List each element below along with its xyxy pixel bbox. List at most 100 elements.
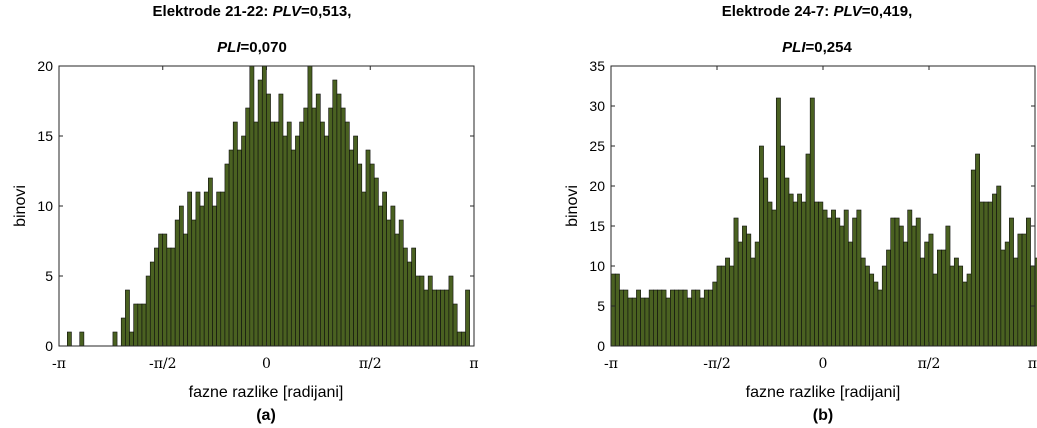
y-tick-label: 5 [597,298,605,314]
histogram-bar [703,289,709,347]
histogram-bar [307,65,313,347]
histogram-bar [253,121,259,347]
histogram-bar [932,273,938,347]
histogram-bar [1017,233,1023,347]
histogram-bar [340,107,346,347]
histogram-bar [881,265,887,347]
histogram-bar [720,265,726,347]
histogram-bar [788,193,794,347]
histogram-bar [657,289,663,347]
histogram-bar [775,97,781,347]
histogram-bar [670,289,675,347]
y-tick-label: 15 [37,128,53,144]
histogram-bar [784,177,790,347]
histogram-panel-b: Elektrode 24-7: PLV=0,419, PLI=0,254 0 5 1… [564,3,1037,424]
histogram-bar [907,209,913,347]
histogram-bar [890,217,896,347]
x-tick-label: -π [52,356,66,372]
y-tick-label: 0 [45,338,53,354]
histogram-bar [958,265,964,347]
y-tick-label: 20 [589,178,605,194]
histogram-bar [162,233,168,347]
histogram-bar [941,249,947,347]
histogram-bar [456,331,462,347]
histogram-bar [311,107,317,347]
histogram-bar [353,135,358,347]
histogram-bar [170,247,176,347]
histogram-bar [129,331,134,347]
histogram-bar [674,289,680,347]
histogram-bar [814,201,819,347]
histogram-bar [801,201,807,347]
histogram-bar [320,121,325,347]
histogram-bar [725,257,730,347]
histogram-bar [249,65,255,347]
y-tick-label: 10 [589,258,605,274]
histogram-bar [120,317,126,347]
histogram-bar [992,193,997,347]
histogram-bar [691,289,697,347]
ticks-b: 0 5 10 15 20 25 30 35 -π -π/2 0 π/2 π [589,58,1037,372]
histogram-bar [349,149,354,347]
histogram-bar [945,225,951,347]
histogram-bar [199,205,205,347]
histogram-bar [378,205,383,347]
y-axis-label-a: binovi [12,185,29,227]
histogram-bar [983,201,989,347]
histogram-bar [290,149,296,347]
histogram-bar [920,257,925,347]
histogram-bar [924,241,930,347]
histogram-bar [369,163,375,347]
histogram-bar [344,121,350,347]
histogram-bar [818,201,824,347]
histogram-bar [448,275,454,347]
histogram-bar [436,289,441,347]
histogram-bar [898,225,904,347]
histogram-bar [873,281,879,347]
histogram-bar [137,303,143,347]
histogram-bar [1009,217,1014,347]
histogram-bar [746,233,752,347]
histogram-bar [686,297,692,347]
histogram-bar [839,225,845,347]
histogram-bar [419,275,425,347]
histogram-bar [407,261,412,347]
histogram-bar [145,275,151,347]
histogram-bar [661,289,667,347]
histogram-bar [894,217,900,347]
x-tick-label: 0 [262,356,271,372]
histogram-bar [970,169,976,347]
histogram-bar [614,273,620,347]
histogram-bar [864,265,870,347]
histogram-bar [187,191,193,347]
histogram-bar [282,135,288,347]
histogram-bar [402,247,408,347]
histogram-bar [619,289,625,347]
histogram-bar [729,265,735,347]
histogram-bar [826,217,832,347]
histogram-bar [678,289,684,347]
x-tick-label: π/2 [918,356,941,372]
histogram-bar [911,225,917,347]
histogram-bar [427,275,433,347]
histogram-bar [712,281,718,347]
x-tick-label: -π/2 [703,356,731,372]
histogram-bar [996,185,1002,347]
x-tick-label: -π [604,356,618,372]
histogram-bar [640,297,646,347]
histogram-bar [382,191,387,347]
histogram-bar [266,93,271,347]
x-tick-label: π [1028,356,1037,372]
x-tick-label: π/2 [359,356,382,372]
histogram-bar [975,153,980,347]
histogram-bar [915,217,921,347]
histogram-bar [423,289,429,347]
histogram-bar [979,201,985,347]
histogram-bar [183,233,188,347]
histogram-bar [444,289,450,347]
histogram-bar [232,121,238,347]
histogram-bar [373,177,379,347]
histogram-bar [928,233,934,347]
histogram-bar [133,303,139,347]
